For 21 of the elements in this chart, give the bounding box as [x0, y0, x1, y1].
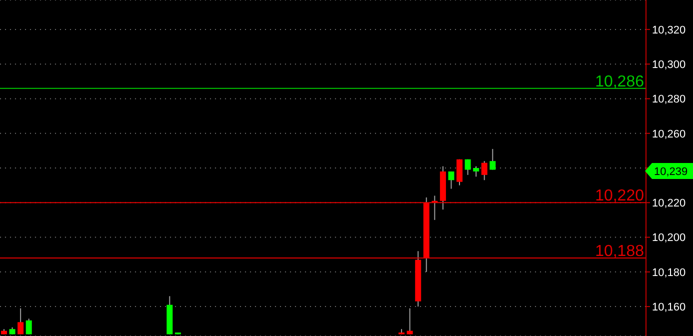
y-tick-label: 10,320: [652, 24, 686, 36]
candlestick: [26, 318, 32, 335]
text: 10,239: [654, 166, 688, 178]
ref-line-label: 10,286: [595, 73, 644, 90]
y-tick-label: 10,280: [652, 94, 686, 106]
ref-line-label: 10,220: [595, 188, 644, 205]
candlestick: [456, 158, 463, 186]
y-tick-label: 10,160: [652, 301, 686, 314]
y-tick-label: 10,260: [652, 128, 686, 140]
candlestick: [406, 308, 413, 335]
candlestick: [490, 148, 496, 170]
candlestick: [481, 160, 488, 181]
candlestick: [18, 308, 24, 335]
candlestick: [473, 166, 480, 178]
y-tick-label: 10,180: [652, 266, 686, 279]
candlestick: [464, 158, 471, 176]
ref-line-label: 10,188: [595, 243, 644, 260]
y-tick-label: 10,200: [652, 232, 686, 244]
candlestick: [448, 170, 454, 190]
y-tick-label: 10,300: [652, 58, 686, 71]
y-tick-label: 10,220: [652, 198, 686, 210]
